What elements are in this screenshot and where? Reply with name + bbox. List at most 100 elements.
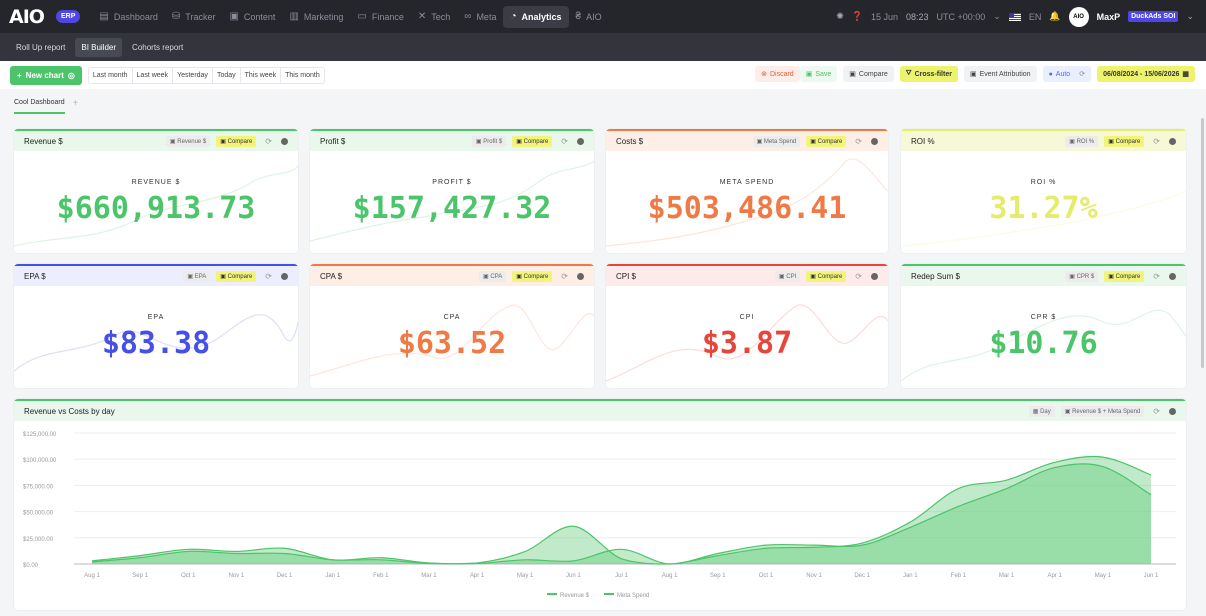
refresh-icon[interactable]: ⟳ (561, 136, 568, 146)
legend-label[interactable]: Revenue $ (560, 593, 590, 599)
compare-chip[interactable]: ▣ Compare (806, 135, 847, 147)
refresh-icon[interactable]: ⟳ (561, 271, 568, 281)
add-tab-icon[interactable]: + (72, 97, 79, 109)
compare-chip[interactable]: ▣ Compare (1104, 270, 1145, 282)
compare-chip[interactable]: ▣ Compare (806, 270, 847, 282)
notification-bell-icon[interactable]: 🔔 (1049, 11, 1061, 21)
options-icon[interactable] (281, 272, 288, 280)
x-tick-label: Apr 1 (1048, 573, 1063, 579)
compare-button[interactable]: ▣ Compare (843, 66, 894, 82)
subtab-bi-builder[interactable]: BI Builder (75, 37, 123, 57)
metric-chip[interactable]: ▣ Profit $ (471, 135, 507, 147)
settings-icon[interactable]: ✺ (836, 11, 844, 21)
options-icon[interactable] (1169, 272, 1176, 280)
compare-chip[interactable]: ▣ Compare (512, 135, 553, 147)
options-icon[interactable] (577, 137, 584, 145)
user-menu-chevron-icon[interactable]: ⌄ (1186, 11, 1194, 21)
chevron-down-icon[interactable]: ⌄ (993, 11, 1001, 21)
erp-badge[interactable]: ERP (56, 10, 81, 23)
options-icon[interactable] (871, 272, 878, 280)
revenue-costs-chart: $0.00 $25,000.00 $50,000.00 $75,000.00 $100,… (23, 432, 1176, 599)
range-last-month[interactable]: Last month (89, 67, 133, 83)
options-icon[interactable] (871, 137, 878, 145)
refresh-icon[interactable]: ⟳ (1153, 136, 1160, 146)
nav-analytics[interactable]: ◔ Analytics (503, 5, 569, 28)
nav-dashboard[interactable]: ▤ Dashboard (92, 6, 164, 28)
compare-chip[interactable]: ▣ Compare (216, 270, 257, 282)
language-select[interactable]: EN (1028, 11, 1042, 22)
options-icon[interactable] (577, 272, 584, 280)
refresh-icon[interactable]: ⟳ (1153, 406, 1160, 416)
save-button[interactable]: ▣ Save (799, 66, 838, 82)
new-chart-button[interactable]: + New chart ◎ (10, 65, 82, 85)
metric-chip-label: ROI % (1076, 138, 1095, 145)
subtab-cohorts[interactable]: Cohorts report (132, 42, 184, 52)
nav-aio[interactable]: ₴ AIO (569, 6, 609, 28)
kpi-card-0: Revenue $ ▣ Revenue $ ▣ Compare ⟳ REVENUE $ $… (14, 129, 298, 253)
refresh-icon[interactable]: ⟳ (265, 271, 272, 281)
auto-refresh-button[interactable]: ● Auto ⟳ (1042, 66, 1092, 82)
metric-chip[interactable]: ▣ CPI (774, 270, 801, 282)
metric-chip[interactable]: ▣ Revenue $ (165, 135, 211, 147)
range-yesterday[interactable]: Yesterday (173, 67, 213, 83)
refresh-icon[interactable]: ⟳ (1153, 271, 1160, 281)
kpi-value: $660,913.73 (56, 191, 256, 226)
kpi-label: PROFIT $ (432, 179, 472, 186)
metric-chip[interactable]: ▣ Meta Spend (752, 135, 801, 147)
refresh-icon[interactable]: ⟳ (265, 136, 272, 146)
sparkline (14, 314, 298, 372)
options-icon[interactable] (1169, 137, 1176, 145)
options-icon[interactable] (281, 137, 288, 145)
nav-finance[interactable]: ▭ Finance (350, 6, 410, 28)
main-nav: ▤ Dashboard ⛁ Tracker ▣ Content ▥ Marketing ▭ Fin… (92, 0, 608, 33)
avatar[interactable]: AIO (1068, 6, 1089, 27)
event-attribution-button[interactable]: ▣ Event Attribution (963, 66, 1037, 82)
range-last-week[interactable]: Last week (133, 67, 174, 83)
refresh-icon: ⟳ (1079, 71, 1086, 78)
page-scrollbar[interactable] (1201, 118, 1204, 368)
nav-marketing[interactable]: ▥ Marketing (282, 6, 350, 28)
analytics-icon: ◔ (510, 11, 517, 22)
kpi-label: REVENUE $ (131, 179, 181, 186)
tab-cool-dashboard[interactable]: Cool Dashboard (14, 93, 65, 114)
help-icon[interactable]: ❓ (851, 11, 863, 21)
kpi-card-body: CPA $63.52 (310, 286, 594, 388)
nav-tracker[interactable]: ⛁ Tracker (165, 6, 223, 28)
granularity-chip[interactable]: ▦ Day (1028, 405, 1055, 417)
compare-chip[interactable]: ▣ Compare (512, 270, 553, 282)
sparkline (14, 165, 298, 247)
refresh-icon[interactable]: ⟳ (855, 136, 862, 146)
x-tick-label: Feb 1 (951, 573, 967, 579)
range-this-week[interactable]: This week (241, 67, 282, 83)
content-icon: ▣ (229, 11, 239, 22)
subtab-roll-up[interactable]: Roll Up report (16, 42, 66, 52)
compare-chip[interactable]: ▣ Compare (216, 135, 257, 147)
options-icon[interactable] (1169, 407, 1176, 415)
refresh-icon[interactable]: ⟳ (855, 271, 862, 281)
nav-tech[interactable]: ✕ Tech (411, 6, 457, 28)
metric-chip[interactable]: ▣ EPA (183, 270, 211, 282)
metric-chip[interactable]: ▣ CPA (479, 270, 507, 282)
nav-content-label: Content (243, 11, 276, 22)
metrics-chip[interactable]: ▣ Revenue $ + Meta Spend (1060, 405, 1145, 417)
legend-label[interactable]: Meta Spend (617, 593, 649, 599)
metric-chip[interactable]: ▣ CPR $ (1065, 270, 1099, 282)
us-flag-icon[interactable] (1008, 12, 1021, 21)
metric-chip[interactable]: ▣ ROI % (1065, 135, 1099, 147)
discard-button[interactable]: ⊗ Discard (755, 66, 800, 82)
cross-filter-button[interactable]: ⛛ Cross-filter (899, 66, 958, 82)
nav-finance-label: Finance (371, 11, 404, 22)
timezone-select[interactable]: UTC +00:00 (936, 11, 986, 22)
range-today[interactable]: Today (213, 67, 241, 83)
kpi-label: CPI (739, 314, 755, 321)
kpi-card-body: PROFIT $ $157,427.32 (310, 151, 594, 253)
nav-content[interactable]: ▣ Content (222, 6, 282, 28)
range-this-month[interactable]: This month (285, 71, 320, 79)
kpi-card-title: ROI % (911, 136, 935, 146)
nav-meta[interactable]: ∞ Meta (457, 6, 503, 28)
compare-chip[interactable]: ▣ Compare (1104, 135, 1145, 147)
user-name[interactable]: MaxP (1096, 11, 1121, 22)
app-logo[interactable]: AIO (9, 5, 45, 28)
date-range-picker[interactable]: 06/08/2024 - 15/06/2026 ▦ (1097, 66, 1195, 82)
template-icon: ◎ (67, 70, 75, 80)
